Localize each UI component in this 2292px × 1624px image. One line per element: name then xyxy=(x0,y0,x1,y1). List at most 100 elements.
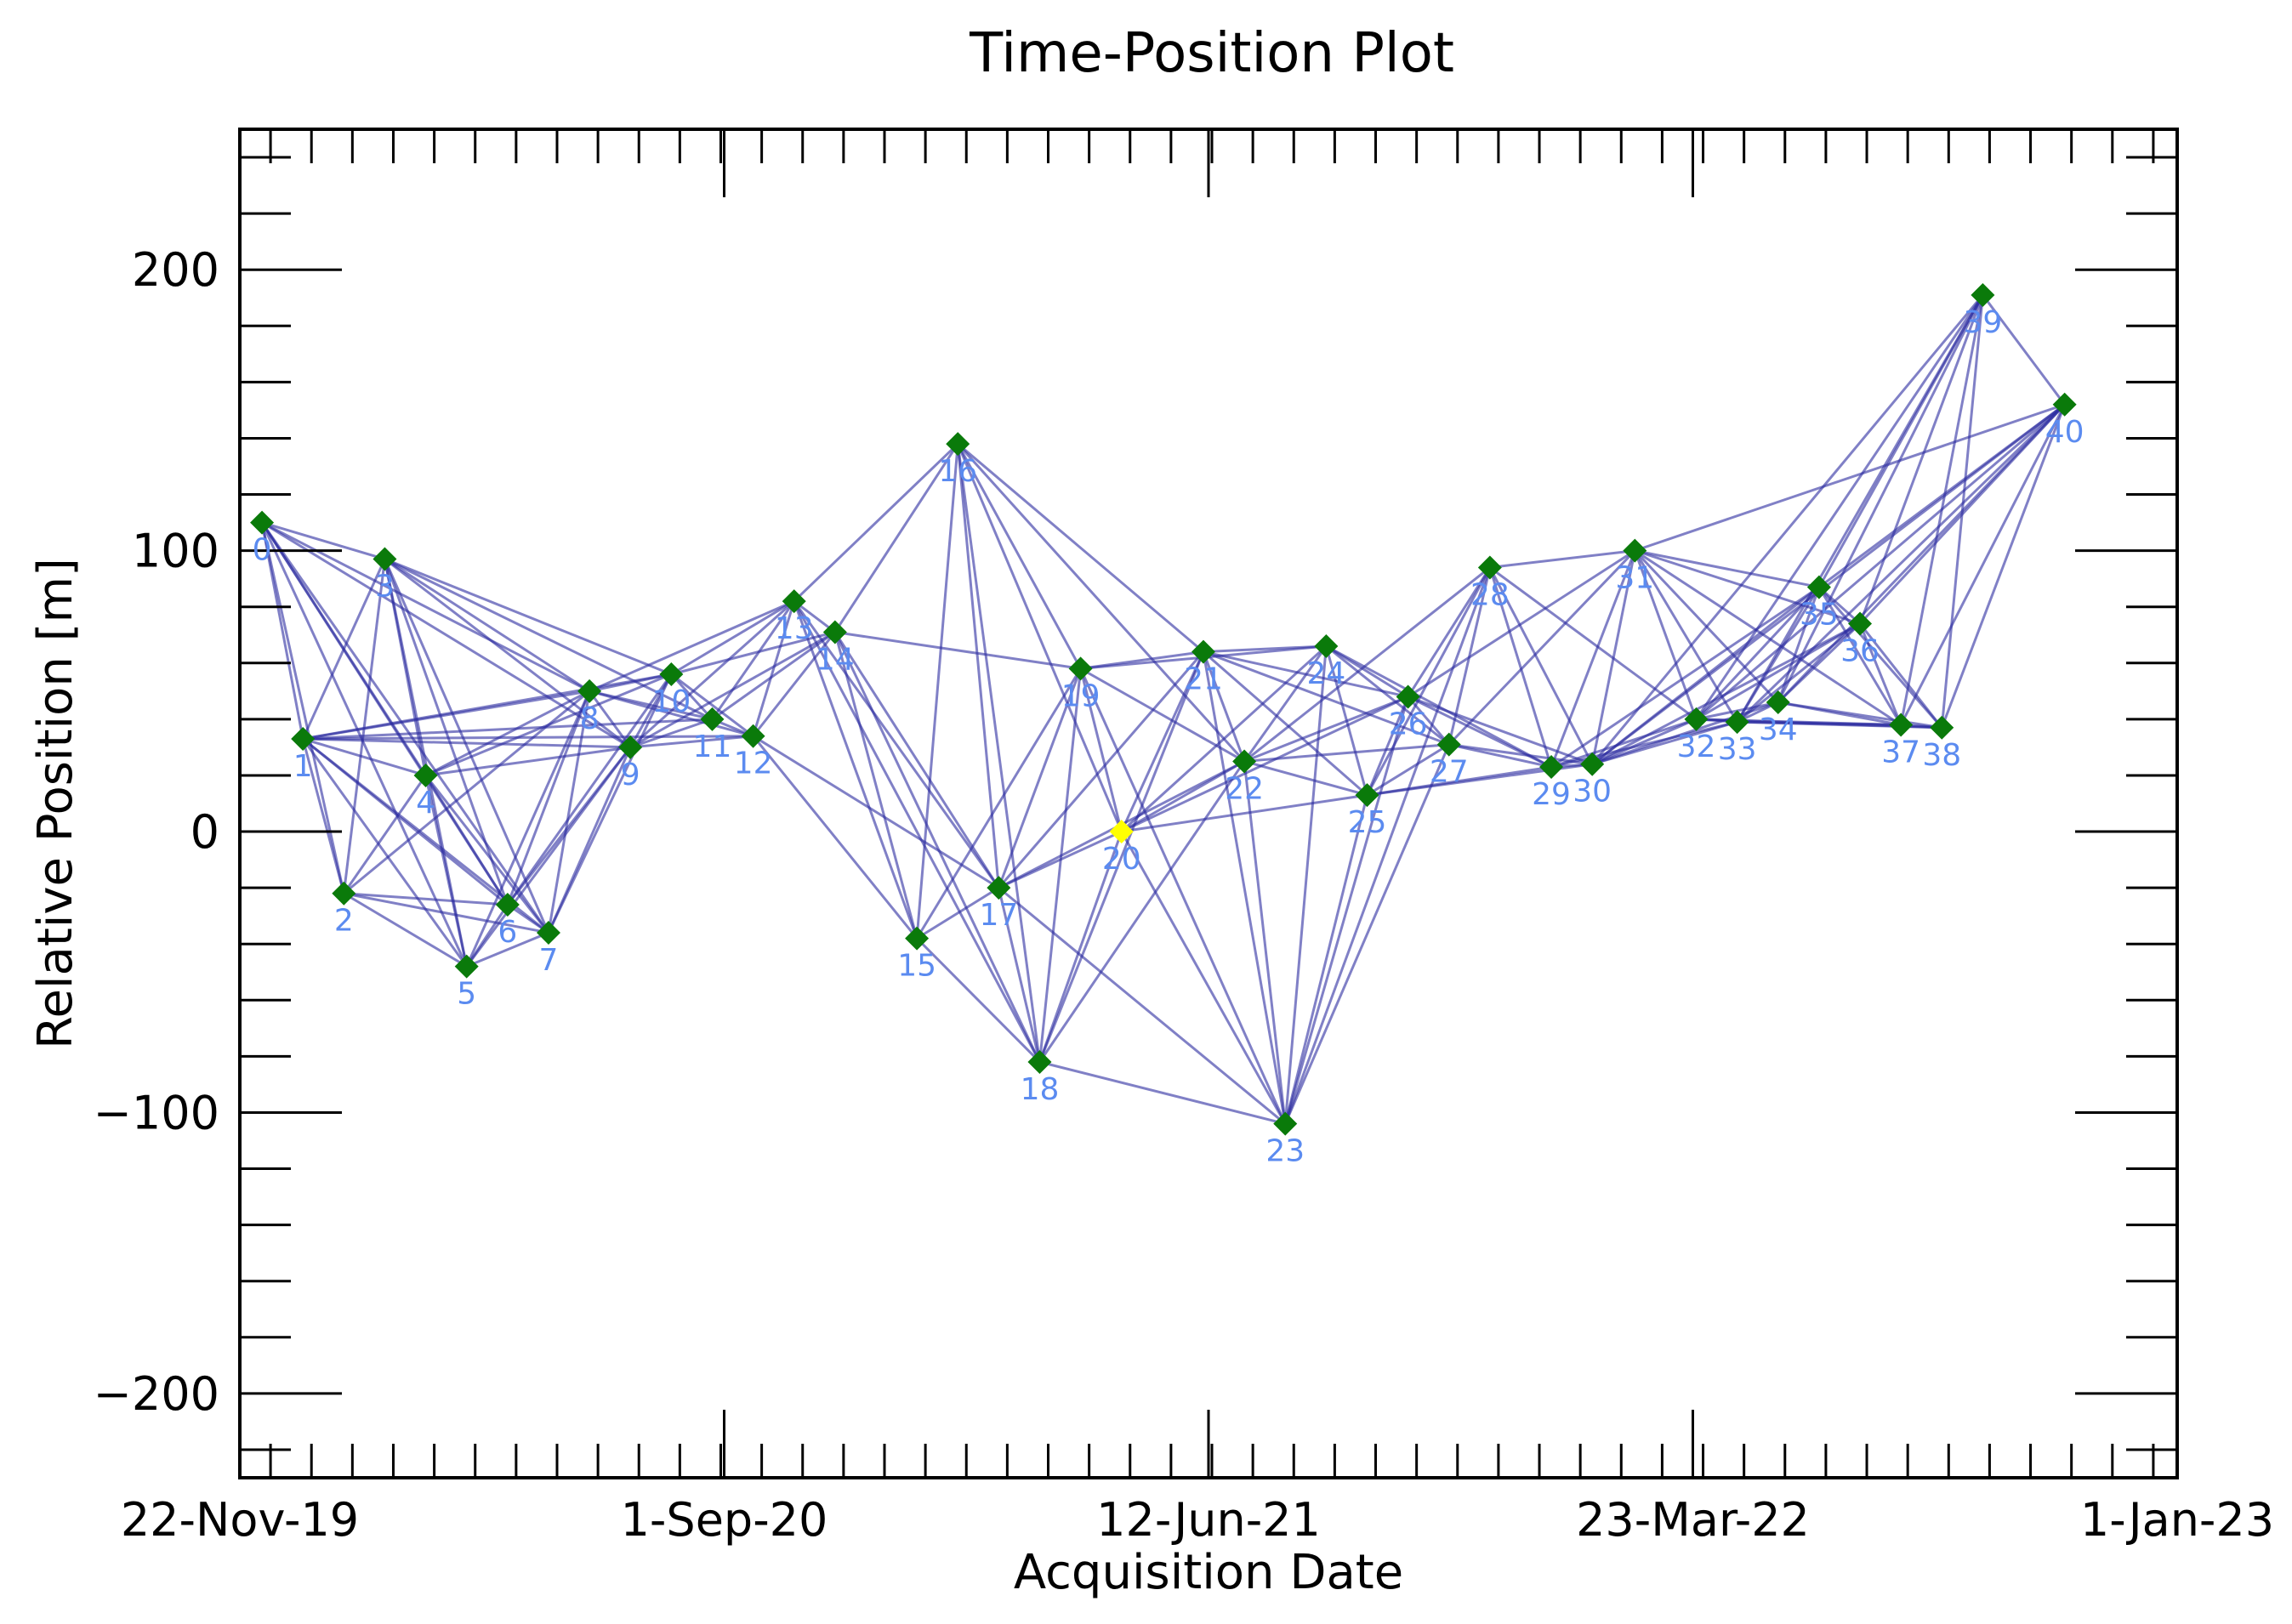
baseline-edge xyxy=(424,775,469,967)
baseline-edge xyxy=(997,887,1041,1063)
point-label: 16 xyxy=(938,454,977,489)
acquisition-point-marker xyxy=(822,620,847,644)
baseline-edge xyxy=(793,600,1041,1063)
baseline-edge xyxy=(1777,701,1942,730)
baseline-edge xyxy=(384,558,672,676)
acquisition-point-marker xyxy=(332,881,356,906)
acquisition-point-marker xyxy=(1580,752,1605,776)
baseline-edge xyxy=(1243,759,1368,797)
acquisition-point-marker xyxy=(1436,732,1461,757)
baseline-edge xyxy=(1038,668,1083,1063)
baseline-edge xyxy=(1324,645,1368,796)
acquisition-point-marker xyxy=(987,876,1011,900)
baseline-edge xyxy=(1591,718,1698,766)
baseline-edge xyxy=(1407,566,1492,698)
point-label: 36 xyxy=(1840,634,1880,669)
baseline-edge xyxy=(956,443,1123,832)
acquisition-point-marker xyxy=(1477,555,1502,580)
baseline-edge xyxy=(1121,696,1409,833)
baseline-edge xyxy=(547,673,673,934)
point-label: 35 xyxy=(1800,598,1839,633)
baseline-edge xyxy=(793,599,836,633)
baseline-edge xyxy=(752,735,919,940)
acquisition-points xyxy=(250,282,2077,1136)
baseline-edge xyxy=(260,522,345,894)
point-label: 24 xyxy=(1306,656,1345,691)
acquisition-point-marker xyxy=(618,735,643,759)
baseline-edge xyxy=(1202,651,1246,762)
baseline-edge xyxy=(670,673,754,737)
baseline-edge xyxy=(915,667,1082,940)
baseline-edge xyxy=(1325,644,1450,746)
baseline-edge xyxy=(1325,644,1552,769)
point-label: 11 xyxy=(693,730,732,764)
baseline-edge xyxy=(424,775,509,906)
point-label: 20 xyxy=(1102,842,1141,877)
baseline-edge xyxy=(424,775,550,934)
baseline-edge xyxy=(260,521,550,934)
point-label: 7 xyxy=(539,943,559,978)
plot-frame xyxy=(238,128,2179,1479)
baseline-edge xyxy=(424,690,590,777)
baseline-edge xyxy=(260,521,469,968)
acquisition-point-marker xyxy=(741,724,765,748)
acquisition-point-marker xyxy=(1232,749,1257,774)
baseline-edge xyxy=(1243,566,1491,763)
baseline-edge xyxy=(957,443,1246,763)
y-tick-label: 200 xyxy=(132,243,219,297)
baseline-edge xyxy=(1550,720,1737,769)
baseline-edge xyxy=(956,443,1082,670)
baseline-edge xyxy=(1121,793,1368,833)
acquisition-point-marker xyxy=(2052,392,2077,417)
y-axis-label: Relative Position [m] xyxy=(28,558,83,1049)
baseline-edge xyxy=(344,892,508,906)
baseline-edge xyxy=(1633,550,1698,720)
point-label: 27 xyxy=(1430,755,1469,790)
baseline-edge xyxy=(343,892,468,968)
acquisition-point-marker xyxy=(1889,713,1914,737)
baseline-edge xyxy=(629,599,795,749)
acquisition-point-marker xyxy=(536,920,560,945)
baseline-edges xyxy=(260,293,2067,1126)
y-tick-label: 100 xyxy=(132,525,219,578)
baseline-edge xyxy=(1203,644,1327,654)
baseline-edge xyxy=(793,600,1000,889)
point-label: 39 xyxy=(1963,305,2002,340)
acquisition-point-marker xyxy=(1355,783,1379,808)
baseline-edge xyxy=(506,673,673,906)
baseline-edge xyxy=(1488,566,1698,721)
acquisition-point-marker xyxy=(1539,755,1564,780)
baseline-edge xyxy=(384,558,590,693)
baseline-edge xyxy=(997,667,1083,889)
acquisition-point-marker xyxy=(454,954,479,979)
baseline-edge xyxy=(384,559,509,906)
acquisition-point-marker xyxy=(1848,611,1873,636)
baseline-edge xyxy=(711,600,795,720)
baseline-edge xyxy=(301,738,468,968)
baseline-edge xyxy=(1817,586,1943,729)
baseline-edge xyxy=(833,632,919,939)
baseline-edge xyxy=(1408,696,1593,766)
acquisition-point-marker xyxy=(1623,538,1647,563)
acquisition-point-marker xyxy=(1068,656,1093,681)
baseline-edge xyxy=(629,718,713,749)
baseline-edge xyxy=(1488,567,1553,768)
baseline-edge xyxy=(303,735,754,741)
axis-ticks xyxy=(238,129,2179,1478)
point-label: 25 xyxy=(1348,805,1387,840)
y-tick-label: −200 xyxy=(94,1367,219,1421)
point-label: 3 xyxy=(375,570,395,605)
baseline-edge xyxy=(916,886,1000,940)
baseline-edge xyxy=(915,443,959,939)
y-tick-label: −100 xyxy=(94,1086,219,1139)
point-label: 32 xyxy=(1677,730,1716,764)
point-label: 0 xyxy=(253,533,272,568)
point-label: 17 xyxy=(979,898,1018,933)
baseline-edge xyxy=(261,521,590,693)
baseline-edge xyxy=(1736,403,2066,724)
baseline-edge xyxy=(1448,743,1552,769)
x-tick-label: 1-Sep-20 xyxy=(621,1493,828,1547)
point-label: 30 xyxy=(1573,775,1612,809)
baseline-edge xyxy=(1079,668,1123,832)
